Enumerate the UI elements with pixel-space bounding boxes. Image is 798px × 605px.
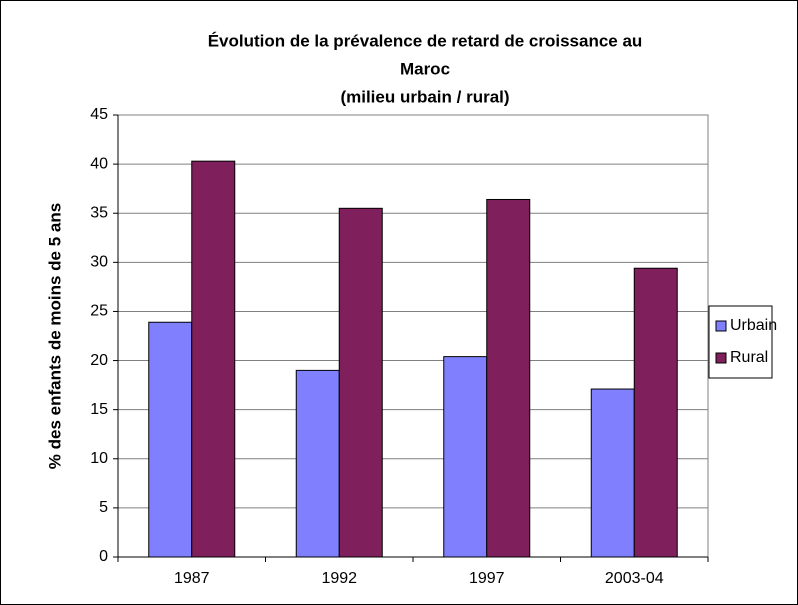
y-tick-label: 30 — [90, 254, 108, 271]
y-tick-label: 25 — [90, 303, 108, 320]
y-tick-label: 15 — [90, 401, 108, 418]
chart-title: Évolution de la prévalence de retard de … — [208, 31, 643, 50]
y-tick-label: 5 — [99, 499, 108, 516]
bar — [148, 321, 193, 558]
x-tick-label: 2003-04 — [605, 570, 664, 587]
y-axis-label: % des enfants de moins de 5 ans — [45, 203, 64, 469]
bar — [590, 388, 635, 558]
legend-swatch — [715, 320, 727, 332]
bar — [295, 369, 340, 558]
y-tick-label: 45 — [90, 106, 108, 123]
legend-label: Rural — [730, 349, 768, 366]
x-tick-label: 1992 — [321, 570, 357, 587]
y-tick-label: 40 — [90, 155, 108, 172]
chart-title: Maroc — [400, 59, 450, 78]
x-tick-label: 1987 — [174, 570, 210, 587]
y-tick-label: 20 — [90, 352, 108, 369]
bar — [443, 356, 488, 558]
legend-swatch — [715, 352, 727, 364]
bar — [633, 267, 678, 558]
legend-label: Urbain — [730, 317, 777, 334]
bar — [191, 160, 236, 558]
legend-box — [708, 305, 773, 379]
y-tick-label: 0 — [99, 548, 108, 565]
chart-title: (milieu urbain / rural) — [340, 87, 509, 106]
bar — [338, 207, 383, 558]
y-tick-label: 10 — [90, 450, 108, 467]
x-tick-label: 1997 — [469, 570, 505, 587]
y-tick-label: 35 — [90, 204, 108, 221]
bar — [486, 198, 531, 558]
